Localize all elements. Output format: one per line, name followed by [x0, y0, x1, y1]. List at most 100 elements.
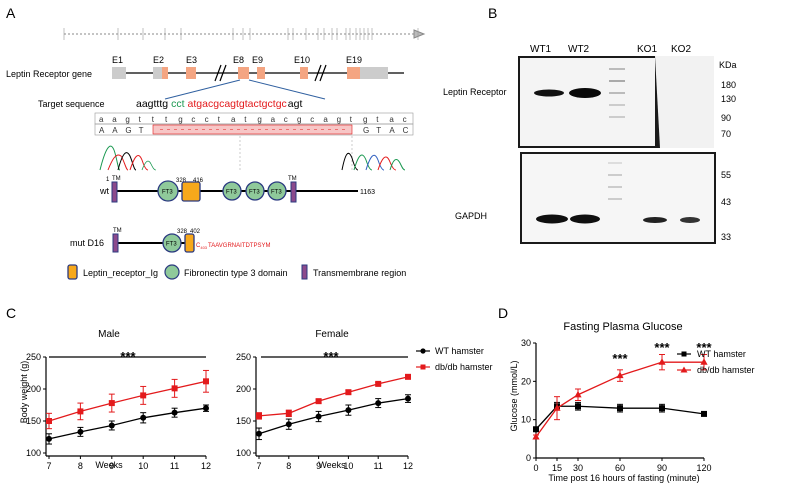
- legend-tm-label: Transmembrane region: [313, 268, 406, 278]
- y-tick-label: 100: [236, 448, 251, 458]
- wt-fn3-3-label: FT3: [249, 190, 260, 196]
- lane-wt2: WT2: [568, 44, 590, 55]
- band-ko2-gapdh: [680, 217, 700, 223]
- y-tick-label: 20: [521, 376, 531, 386]
- y-tick-label: 250: [26, 352, 41, 362]
- data-point: [405, 395, 411, 402]
- marker-90: 90: [721, 113, 731, 123]
- exon-e19-utr: [360, 67, 388, 79]
- mut-base: G: [363, 126, 369, 135]
- exon-e2-utr: [153, 67, 163, 79]
- ref-base: t: [218, 115, 221, 124]
- wt-tm-n-label: TM: [112, 176, 121, 182]
- data-point: [553, 404, 561, 411]
- series-line: [258, 397, 409, 435]
- data-point: [533, 426, 539, 433]
- data-point: [345, 407, 352, 414]
- data-point: [532, 432, 540, 440]
- data-point: [617, 405, 623, 412]
- marker-180: 180: [721, 80, 736, 90]
- wt-start: 1: [106, 177, 110, 183]
- exon-label-e8: E8: [233, 55, 244, 65]
- x-tick-label: 10: [138, 461, 148, 471]
- chart-female-sig: ***: [323, 349, 339, 364]
- chromatogram: [99, 145, 406, 171]
- wt-pos-416: 416: [193, 178, 204, 184]
- data-point: [659, 405, 665, 412]
- ref-base: g: [337, 115, 341, 124]
- panel-letter-c: C: [6, 305, 16, 321]
- mut-base: C: [403, 126, 409, 135]
- ref-base: g: [363, 115, 367, 124]
- data-point: [285, 410, 292, 417]
- ref-base: a: [231, 115, 236, 124]
- chart-d-ylabel: Glucose (mmol/L): [509, 360, 519, 431]
- ref-base: c: [191, 115, 195, 124]
- y-tick-label: 200: [26, 384, 41, 394]
- y-tick-label: 30: [521, 338, 531, 348]
- chart-male-sig: ***: [120, 349, 136, 364]
- legend-dbdb-label: db/db hamster: [435, 362, 493, 372]
- data-point: [616, 371, 624, 379]
- ref-base: c: [310, 115, 314, 124]
- legend-ig-swatch: [67, 264, 78, 280]
- mut-tm-label: TM: [113, 228, 122, 234]
- chart-d-title: Fasting Plasma Glucose: [563, 321, 682, 333]
- mut-base: A: [99, 126, 105, 135]
- x-tick-label: 8: [286, 461, 291, 471]
- mut-tail: C403TAAVGRNAITDTPSYM: [196, 243, 270, 250]
- mut-base: T: [376, 126, 381, 135]
- x-tick-label: 12: [403, 461, 413, 471]
- y-tick-label: 150: [236, 416, 251, 426]
- x-tick-label: 9: [109, 461, 114, 471]
- mut-pos-328: 328: [177, 229, 188, 235]
- mut-label: mut D16: [70, 238, 104, 248]
- band-wt2-leptin: [569, 88, 601, 98]
- x-tick-label: 10: [343, 461, 353, 471]
- y-tick-label: 10: [521, 415, 531, 425]
- ref-base: a: [99, 115, 104, 124]
- data-point: [171, 385, 178, 392]
- x-tick-label: 7: [46, 461, 51, 471]
- y-tick-label: 0: [526, 453, 531, 463]
- protein-wt: wt 1 1163 TM FT3 328 416 FT3 FT3 FT3 TM: [99, 176, 375, 203]
- mut-pos-402: 402: [190, 229, 201, 235]
- ref-base: t: [350, 115, 353, 124]
- series-line: [48, 380, 207, 422]
- exon-e3: [186, 67, 196, 79]
- significance-marker: ***: [654, 340, 670, 355]
- ref-base: t: [152, 115, 155, 124]
- ref-base: t: [244, 115, 247, 124]
- chart-female-title: Female: [315, 329, 349, 340]
- data-point: [203, 378, 209, 385]
- genomic-ruler: [63, 28, 426, 40]
- exon-e8: [238, 67, 249, 79]
- marker-130: 130: [721, 94, 736, 104]
- data-point: [77, 408, 84, 415]
- data-point: [315, 398, 322, 405]
- legend-fn3-swatch: [164, 264, 180, 280]
- x-tick-label: 7: [256, 461, 261, 471]
- mut-fn3: [162, 233, 182, 253]
- x-tick-label: 9: [316, 461, 321, 471]
- protein-mutant: mut D16 TM FT3 328 402 C403TAAVGRNAITDTP…: [70, 228, 270, 253]
- significance-marker: ***: [696, 340, 712, 355]
- legend-tm-swatch: [301, 264, 308, 280]
- data-point: [375, 400, 382, 407]
- marker-70: 70: [721, 129, 731, 139]
- wt-end: 1163: [360, 189, 375, 196]
- chart-male-body-weight: Male Body weight (g) Weeks *** 100 150 200…: [19, 329, 211, 471]
- data-point: [658, 358, 666, 365]
- x-tick-label: 0: [533, 463, 538, 473]
- chart-female-body-weight: Female Weeks *** 100 150 200 250 7 8 9 10 11 12 W…: [236, 329, 493, 471]
- series-line: [258, 376, 409, 417]
- target-seq-text: aagtttg cct atgacgcagtgtactgctgcagt: [136, 98, 302, 110]
- exon-e9: [257, 67, 265, 79]
- ref-base: c: [403, 115, 407, 124]
- exon-label-e9: E9: [252, 55, 263, 65]
- panel-letter-a: A: [6, 5, 16, 21]
- legend-wt-label: WT hamster: [435, 346, 484, 356]
- y-tick-label: 150: [26, 416, 41, 426]
